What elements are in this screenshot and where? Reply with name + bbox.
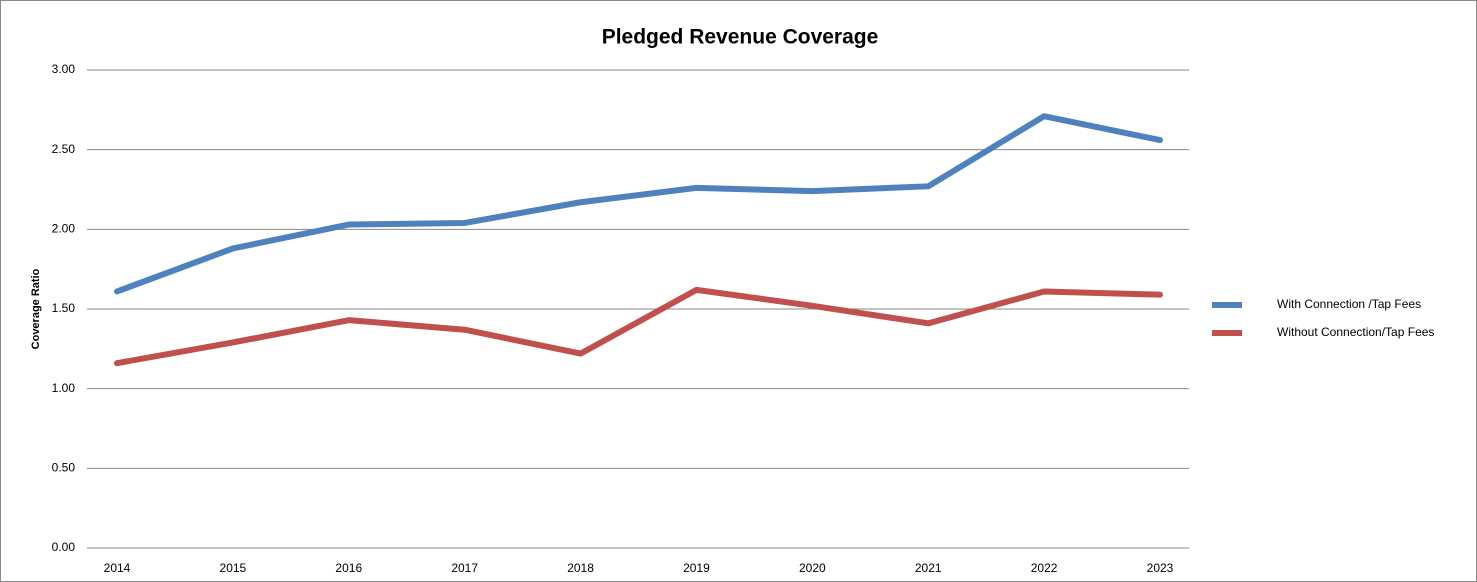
x-tick-label: 2017 [451,561,478,575]
y-tick-label: 0.00 [52,540,76,554]
x-tick-label: 2022 [1031,561,1058,575]
legend-label: Without Connection/Tap Fees [1277,325,1434,339]
data-line [114,113,1163,295]
data-line [114,286,1163,367]
x-tick-label: 2016 [335,561,362,575]
x-tick-label: 2020 [799,561,826,575]
legend-label: With Connection /Tap Fees [1277,297,1421,311]
x-tick-label: 2019 [683,561,710,575]
y-tick-label: 2.50 [52,142,76,156]
y-tick-label: 1.50 [52,301,76,315]
x-tick-label: 2014 [104,561,131,575]
y-tick-label: 1.00 [52,381,76,395]
x-tick-label: 2015 [220,561,247,575]
y-tick-label: 0.50 [52,461,76,475]
y-tick-label: 2.00 [52,222,76,236]
x-tick-label: 2021 [915,561,942,575]
chart-title: Pledged Revenue Coverage [602,26,879,49]
y-axis-title: Coverage Ratio [30,268,42,349]
y-tick-label: 3.00 [52,62,76,76]
x-tick-label: 2018 [567,561,594,575]
x-tick-label: 2023 [1147,561,1174,575]
